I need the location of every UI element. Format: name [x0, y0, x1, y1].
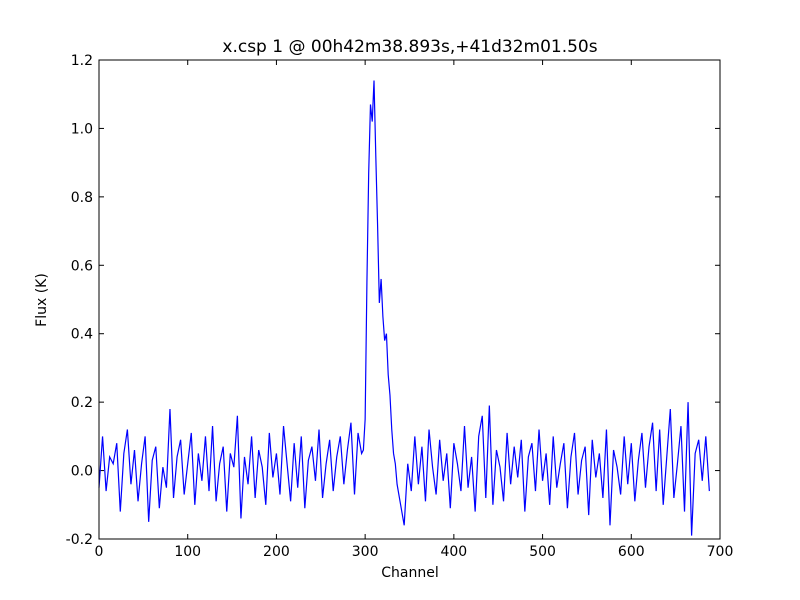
y-tick-label: 0.8 [71, 190, 93, 206]
x-axis-label: Channel [381, 565, 438, 581]
x-tick-label: 600 [618, 544, 645, 560]
y-tick-label: 0.6 [71, 258, 93, 274]
x-tick-label: 0 [95, 544, 104, 560]
x-tick-label: 500 [529, 544, 556, 560]
line-series [98, 80, 710, 536]
x-tick-label: 100 [174, 544, 201, 560]
y-tick-label: 0.0 [71, 464, 93, 480]
x-tick-label: 300 [352, 544, 379, 560]
chart-title: x.csp 1 @ 00h42m38.893s,+41d32m01.50s [222, 37, 597, 57]
y-axis-label: Flux (K) [34, 273, 50, 327]
y-tick-label: 1.0 [71, 121, 93, 137]
y-tick-label: 1.2 [71, 53, 93, 69]
y-tick-label: 0.2 [71, 395, 93, 411]
plot-frame [98, 59, 721, 540]
y-tick-label: -0.2 [66, 532, 93, 548]
y-tick-label: 0.4 [71, 327, 93, 343]
x-tick-label: 400 [440, 544, 467, 560]
x-tick-label: 700 [707, 544, 734, 560]
x-tick-label: 200 [263, 544, 290, 560]
